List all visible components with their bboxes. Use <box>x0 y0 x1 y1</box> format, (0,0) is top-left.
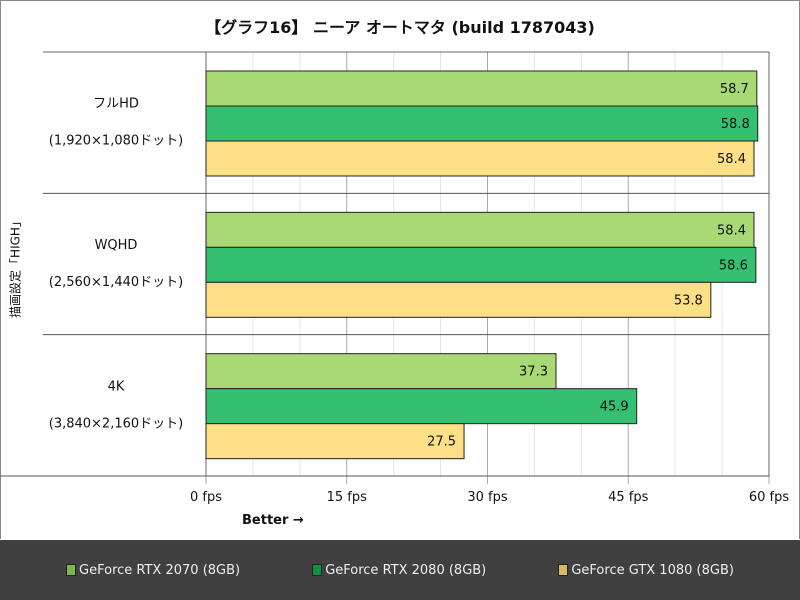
legend: GeForce RTX 2070 (8GB) GeForce RTX 2080 (… <box>0 540 800 600</box>
bar <box>205 281 712 318</box>
y-axis-label: 描画設定「HIGH」 <box>8 215 23 318</box>
data-label: 58.8 <box>721 117 750 132</box>
x-tick-label: 45 fps <box>608 490 649 505</box>
x-tick-label: 30 fps <box>467 490 508 505</box>
bar <box>205 388 638 425</box>
data-label: 53.8 <box>674 293 703 308</box>
bar <box>205 423 465 460</box>
data-label: 58.6 <box>719 258 748 273</box>
legend-item: GeForce GTX 1080 (8GB) <box>558 563 734 578</box>
category-label: フルHD <box>93 97 139 112</box>
data-label: 58.4 <box>717 223 746 238</box>
legend-label: GeForce RTX 2070 (8GB) <box>79 562 241 578</box>
bar <box>205 353 557 390</box>
data-label: 58.4 <box>717 152 746 167</box>
bar-chart: フルHD (1,920×1,080ドット) 58.7 58.8 58.4 WQHD (2,5… <box>0 51 790 528</box>
x-axis-label: Better → <box>242 513 304 528</box>
category-label: WQHD <box>95 238 138 253</box>
category-sublabel: (3,840×2,160ドット) <box>49 416 183 431</box>
x-tick-label: 0 fps <box>190 490 222 505</box>
data-label: 27.5 <box>427 435 456 450</box>
legend-swatch <box>66 564 77 576</box>
legend-item: GeForce RTX 2070 (8GB) <box>66 563 240 578</box>
legend-label: GeForce RTX 2080 (8GB) <box>325 562 487 578</box>
chart-title: 【グラフ16】 ニーア オートマタ (build 1787043) <box>205 18 595 37</box>
legend-label: GeForce GTX 1080 (8GB) <box>571 562 734 578</box>
data-label: 37.3 <box>519 365 548 380</box>
bar <box>205 246 757 283</box>
legend-swatch <box>312 564 323 576</box>
category-label: 4K <box>108 379 125 394</box>
bar <box>205 140 755 177</box>
legend-swatch <box>558 564 569 576</box>
bar <box>205 70 758 107</box>
x-tick-label: 15 fps <box>327 490 368 505</box>
legend-item: GeForce RTX 2080 (8GB) <box>312 563 486 578</box>
data-label: 45.9 <box>600 400 629 415</box>
bar <box>205 105 759 142</box>
bar <box>205 211 755 248</box>
data-label: 58.7 <box>720 82 749 97</box>
category-sublabel: (1,920×1,080ドット) <box>49 134 183 149</box>
x-tick-label: 60 fps <box>749 490 790 505</box>
category-sublabel: (2,560×1,440ドット) <box>49 275 183 290</box>
